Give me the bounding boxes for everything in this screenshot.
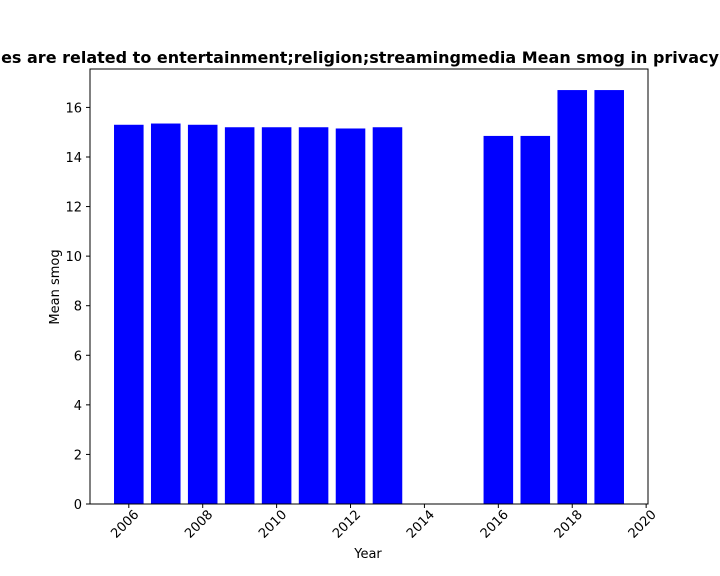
y-tick-label: 2 bbox=[74, 448, 82, 463]
x-tick-label: 2010 bbox=[256, 508, 290, 542]
y-tick-label: 14 bbox=[65, 151, 82, 166]
x-tick-label: 2018 bbox=[552, 508, 586, 542]
bar-2007 bbox=[150, 123, 181, 505]
bar-2012 bbox=[335, 128, 366, 504]
y-tick-label: 6 bbox=[74, 349, 82, 364]
plot-frame bbox=[89, 68, 649, 505]
y-axis: 0 2 4 6 8 10 12 14 16 bbox=[65, 101, 90, 513]
bar-2013 bbox=[372, 127, 403, 504]
x-tick-label: 2014 bbox=[404, 508, 438, 542]
x-tick-label: 2012 bbox=[330, 508, 364, 542]
x-tick-label: 2020 bbox=[626, 508, 660, 542]
bar-2009 bbox=[224, 127, 255, 504]
chart-title: es are related to entertainment;religion… bbox=[1, 48, 719, 67]
y-tick-label: 16 bbox=[65, 101, 82, 116]
bar-2008 bbox=[187, 124, 218, 505]
x-tick-label: 2016 bbox=[478, 508, 512, 542]
bar-2011 bbox=[298, 127, 329, 504]
x-tick-label: 2006 bbox=[108, 508, 142, 542]
y-tick-label: 0 bbox=[74, 498, 82, 513]
bar-2016 bbox=[483, 135, 514, 504]
bar-2010 bbox=[261, 127, 292, 504]
y-tick-label: 12 bbox=[65, 201, 82, 216]
x-axis-label: Year bbox=[353, 547, 382, 562]
y-axis-label: Mean smog bbox=[48, 249, 63, 324]
y-tick-label: 4 bbox=[74, 399, 82, 414]
bars-group bbox=[114, 90, 624, 505]
y-tick-label: 8 bbox=[74, 300, 82, 315]
x-axis: 2006 2008 2010 2012 2014 2016 2018 2020 bbox=[108, 504, 660, 542]
bar-2017 bbox=[520, 135, 551, 504]
bar-2018 bbox=[557, 90, 588, 505]
bar-2006 bbox=[114, 124, 144, 505]
bar-2019 bbox=[594, 90, 624, 505]
y-tick-label: 10 bbox=[65, 250, 82, 265]
x-tick-label: 2008 bbox=[182, 508, 216, 542]
